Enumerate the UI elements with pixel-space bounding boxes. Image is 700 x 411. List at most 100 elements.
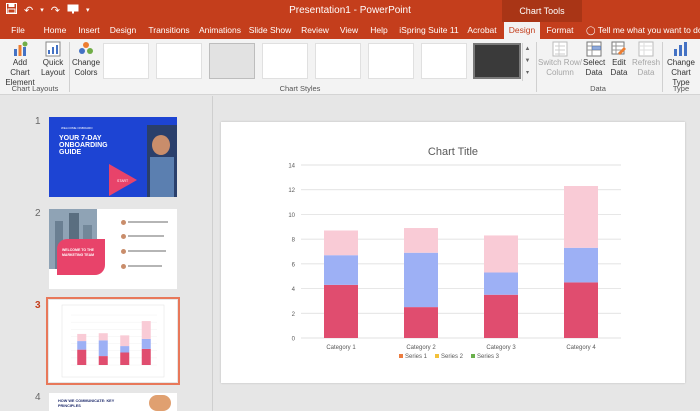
y-tick-label: 4 [292, 287, 296, 293]
slide-avatar [121, 220, 126, 225]
mini-bar-segment [98, 356, 108, 365]
refresh-data-button[interactable]: Refresh Data [632, 41, 660, 78]
tab-insert[interactable]: Insert [78, 25, 100, 35]
bar-segment[interactable] [564, 282, 598, 338]
tab-file[interactable]: File [11, 25, 25, 35]
undo-icon[interactable]: ↶ [24, 5, 34, 17]
tell-me-search[interactable]: ◯ Tell me what you want to do [586, 25, 700, 35]
slide-thumbnails-panel: 1 WELCOME ONBOARD YOUR 7-DAY ONBOARDING … [0, 96, 213, 411]
slide-title: WELCOME TO THE MARKETING TEAM [62, 248, 95, 257]
bar-segment[interactable] [404, 228, 438, 253]
tab-design[interactable]: Design [109, 25, 137, 35]
chart-style-4[interactable] [262, 43, 308, 79]
bar-segment[interactable] [324, 230, 358, 256]
lightbulb-icon: ◯ [586, 25, 596, 35]
legend-swatch [435, 354, 439, 358]
refresh-data-icon [638, 41, 654, 57]
chart-styles-gallery [103, 43, 533, 81]
x-tick-label: Category 4 [566, 345, 596, 351]
slide-decoration [109, 164, 137, 196]
slide-text-line [128, 250, 166, 252]
chart-style-6[interactable] [368, 43, 414, 79]
edit-data-icon [611, 41, 627, 57]
bar-segment[interactable] [324, 255, 358, 285]
slide-thumbnail-1[interactable]: WELCOME ONBOARD YOUR 7-DAY ONBOARDING GU… [49, 117, 177, 197]
slide-cta: START [117, 179, 129, 183]
change-colors-button[interactable]: Change Colors [72, 41, 100, 78]
y-tick-label: 2 [292, 312, 296, 318]
y-tick-label: 10 [288, 213, 295, 219]
chart-style-5[interactable] [315, 43, 361, 79]
tab-chart-format[interactable]: Format [546, 25, 574, 35]
mini-bar-segment [141, 321, 151, 339]
switch-row-column-button[interactable]: Switch Row/ Column [538, 41, 582, 78]
slide-thumbnail-2[interactable]: WELCOME TO THE MARKETING TEAM [49, 209, 177, 289]
start-from-beginning-icon[interactable] [67, 3, 79, 19]
tab-chart-design[interactable]: Design [504, 22, 540, 39]
mini-bar-segment [98, 333, 108, 341]
stacked-bar-chart[interactable]: 0 2 4 6 8 10 12 14 Category 1 Category 2 Category … [221, 122, 685, 383]
bar-segment[interactable] [564, 186, 598, 248]
data-group-label: Data [590, 84, 606, 93]
bar-segment[interactable] [484, 272, 518, 295]
bar-segment[interactable] [484, 294, 518, 338]
change-chart-type-icon [673, 41, 689, 57]
quick-layout-button[interactable]: Quick Layout [39, 41, 67, 78]
ribbon-panel: Add Chart Element Quick Layout Chart Lay… [0, 39, 700, 95]
tab-ispring[interactable]: iSpring Suite 11 [399, 25, 459, 35]
customize-icon[interactable]: ▾ [85, 7, 90, 14]
chart-style-1[interactable] [103, 43, 149, 79]
chart-style-7[interactable] [421, 43, 467, 79]
slide-avatar [121, 264, 126, 269]
quick-access-toolbar: ↶ ▾ ↷ ▾ [6, 3, 89, 19]
chart-style-2[interactable] [156, 43, 202, 79]
redo-icon[interactable]: ↷ [50, 5, 60, 17]
tab-home[interactable]: Home [43, 25, 67, 35]
edit-data-button[interactable]: Edit Data [607, 41, 631, 78]
window-title: Presentation1 - PowerPoint [289, 5, 411, 16]
chart-style-3[interactable] [209, 43, 255, 79]
slide-number: 4 [35, 392, 41, 403]
slide-thumbnail-4[interactable]: HOW WE COMMUNICATE: KEY PRINCIPLES [49, 393, 177, 411]
tab-view[interactable]: View [339, 25, 359, 35]
chart-tools-label: Chart Tools [502, 0, 582, 22]
bar-segment[interactable] [404, 307, 438, 338]
select-data-button[interactable]: Select Data [583, 41, 605, 78]
slide-decoration [149, 395, 171, 411]
tab-slide-show[interactable]: Slide Show [248, 25, 292, 35]
tab-help[interactable]: Help [370, 25, 388, 35]
slide-thumbnail-3[interactable] [46, 297, 180, 385]
quick-layout-icon [45, 41, 61, 57]
bar-segment[interactable] [564, 247, 598, 283]
chart-style-8[interactable] [473, 43, 521, 79]
slide-avatar [121, 234, 126, 239]
chart-title[interactable]: Chart Title [427, 146, 479, 158]
slide-text-line [128, 235, 164, 237]
tab-transitions[interactable]: Transitions [148, 25, 190, 35]
slide-callout: WELCOME TO THE MARKETING TEAM [57, 239, 105, 275]
y-tick-label: 0 [292, 337, 296, 343]
slide-photo [147, 125, 177, 197]
undo-dropdown-icon[interactable]: ▾ [40, 7, 44, 14]
ribbon-separator [69, 42, 70, 92]
slide-number: 2 [35, 208, 41, 219]
add-chart-element-icon [12, 41, 28, 57]
tab-animations[interactable]: Animations [198, 25, 242, 35]
x-tick-label: Category 2 [406, 345, 436, 351]
bar-segment[interactable] [484, 235, 518, 273]
add-chart-element-button[interactable]: Add Chart Element [3, 41, 37, 88]
current-slide[interactable]: Chart Title 0 2 4 6 8 10 12 14 Category 1 Categor… [221, 122, 685, 383]
tab-acrobat[interactable]: Acrobat [467, 25, 497, 35]
save-icon[interactable] [6, 3, 17, 19]
tab-review[interactable]: Review [301, 25, 329, 35]
chart-layouts-group-label: Chart Layouts [11, 84, 59, 93]
bar-segment[interactable] [404, 252, 438, 308]
mini-bar-segment [141, 348, 151, 365]
slide-number: 1 [35, 116, 41, 127]
bar-segment[interactable] [324, 284, 358, 338]
change-chart-type-button[interactable]: Change Chart Type [664, 41, 698, 88]
gallery-scroll[interactable]: ▲ ▼ ▾ [522, 43, 532, 81]
palette-icon [78, 41, 94, 57]
chart-styles-group-label: Chart Styles [279, 84, 321, 93]
y-tick-label: 14 [288, 164, 295, 170]
